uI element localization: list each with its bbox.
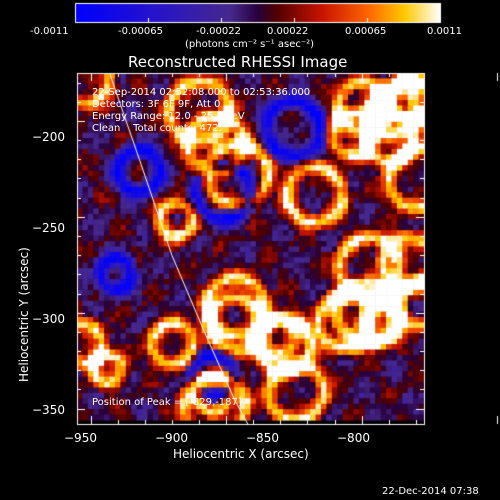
annotation-detectors: Detectors: 3F 6F 9F, Att 0 xyxy=(92,99,221,110)
colorbar-tick: -0.0011 xyxy=(30,26,69,37)
y-axis-title: Heliocentric Y (arcsec) xyxy=(17,247,31,382)
colorbar-units: (photons cm⁻² s⁻¹ asec⁻²) xyxy=(185,39,315,50)
colorbar-tick: 0.00065 xyxy=(345,26,387,37)
chart-title: Reconstructed RHESSI Image xyxy=(128,53,348,71)
x-tick-label: −950 xyxy=(64,431,97,445)
annotation-time: 22-Sep-2014 02:52:08.000 to 02:53:36.000 xyxy=(92,87,311,98)
y-tick-label: −300 xyxy=(32,312,65,326)
x-tick-label: −900 xyxy=(155,431,188,445)
y-tick-label: −250 xyxy=(32,221,65,235)
x-tick-label: −850 xyxy=(246,431,279,445)
colorbar-tick: -0.00065 xyxy=(118,26,163,37)
annotation-counts: Clean Total counts: 472. xyxy=(92,123,222,134)
x-axis-title: Heliocentric X (arcsec) xyxy=(173,447,309,461)
colorbar-tick: 0.00022 xyxy=(267,26,309,37)
annotation-energy: Energy Range: 12.0 - 25.0 keV xyxy=(92,111,245,122)
peak-label: Position of Peak = [-829,-187] xyxy=(92,397,242,408)
x-tick-label: −800 xyxy=(337,431,370,445)
colorbar-tick: 0.0011 xyxy=(427,26,462,37)
footer-timestamp: 22-Dec-2014 07:38 xyxy=(382,486,479,497)
y-tick-label: −350 xyxy=(32,403,65,417)
colorbar-tick: -0.00022 xyxy=(196,26,241,37)
y-tick-label: −200 xyxy=(32,130,65,144)
